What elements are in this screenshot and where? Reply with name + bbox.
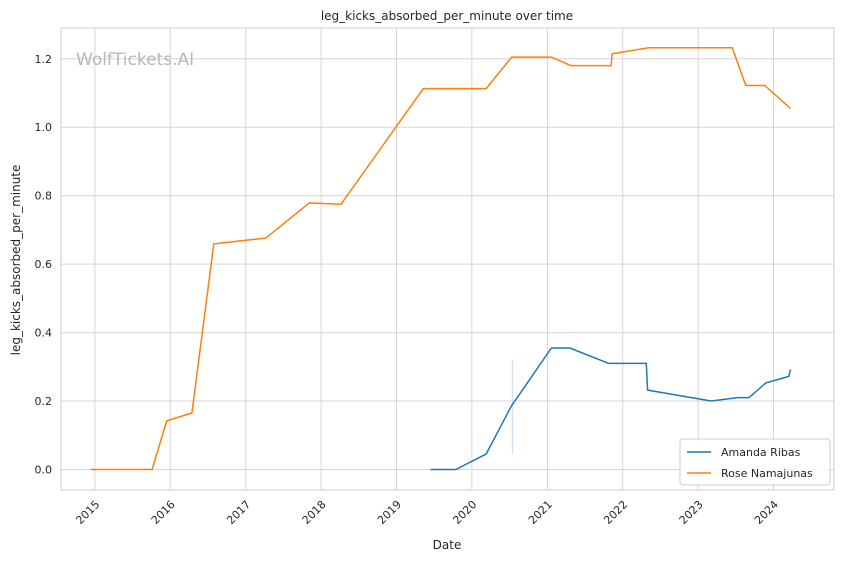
series-line-amanda-ribas: [430, 347, 792, 471]
y-tick-label: 1.0: [35, 121, 53, 134]
legend-box: [679, 438, 831, 486]
y-tick-label: 0.6: [35, 258, 53, 271]
y-axis-label: leg_kicks_absorbed_per_minute: [9, 165, 23, 356]
series-layer: [90, 47, 792, 471]
chart-title: leg_kicks_absorbed_per_minute over time: [321, 9, 573, 23]
x-axis-label: Date: [433, 538, 462, 552]
plot-frame: [60, 27, 835, 491]
legend: Amanda Ribas Rose Namajunas: [679, 438, 831, 486]
y-axis-ticks: 0.0 0.2 0.4 0.6 0.8 1.0 1.2: [35, 53, 53, 477]
y-tick-label: 0.2: [35, 395, 53, 408]
y-tick-label: 0.0: [35, 463, 53, 476]
y-tick-label: 0.4: [35, 327, 53, 340]
y-tick-label: 0.8: [35, 190, 53, 203]
series-line-rose-namajunas: [90, 47, 791, 471]
legend-label-rose-namajunas: Rose Namajunas: [721, 467, 813, 480]
y-tick-label: 1.2: [35, 53, 53, 66]
watermark-text: WolfTickets.AI: [76, 50, 194, 70]
legend-label-amanda-ribas: Amanda Ribas: [721, 446, 801, 459]
